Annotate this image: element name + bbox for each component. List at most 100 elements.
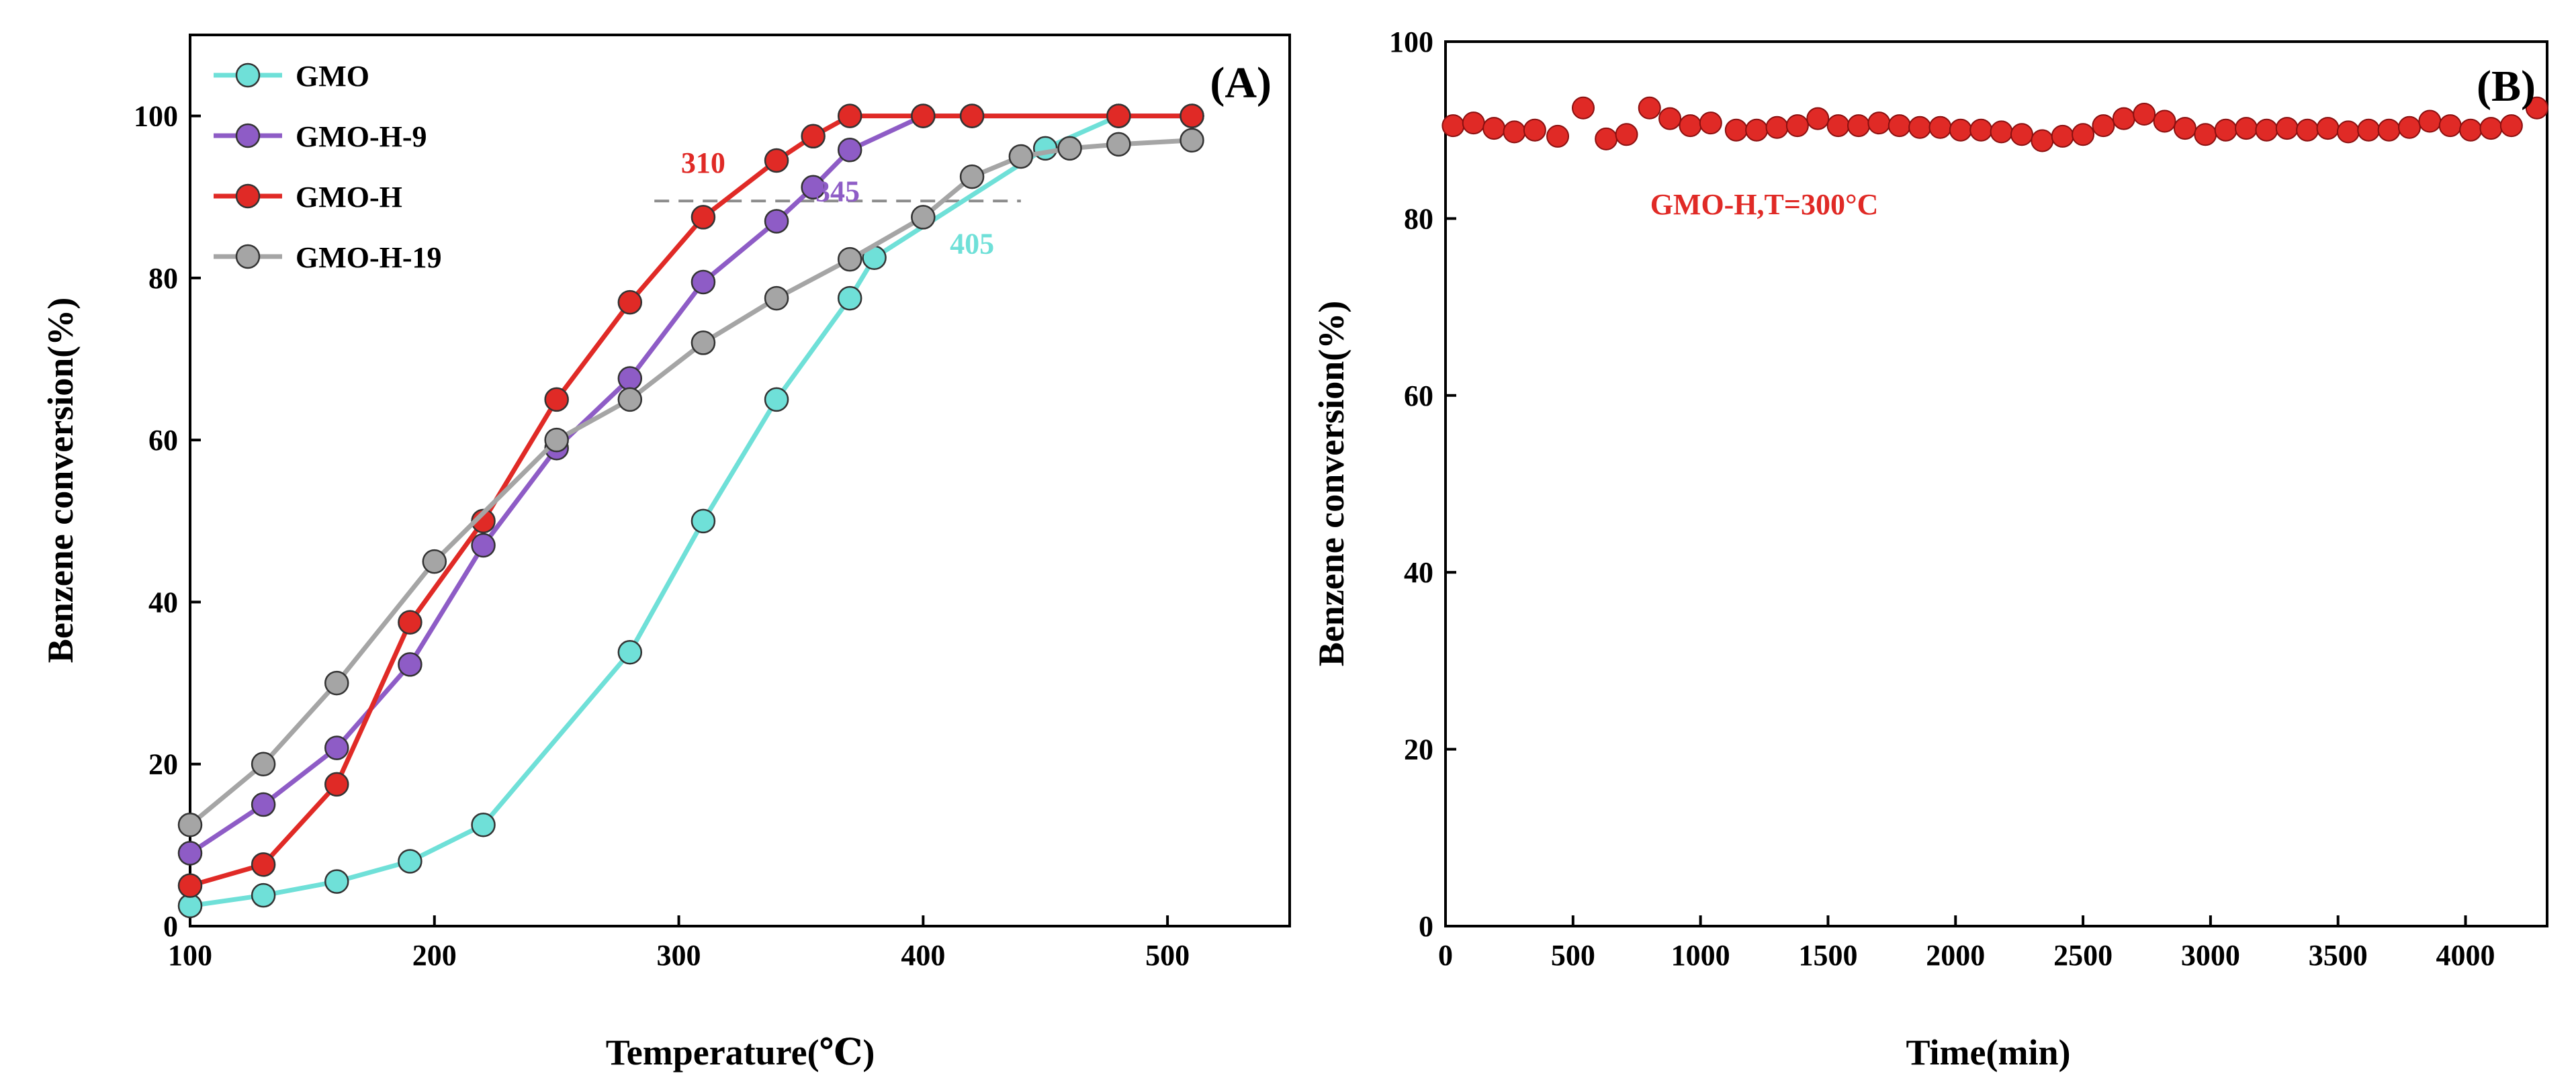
data-point-gmo-h-300c — [1462, 111, 1485, 135]
data-point-gmo-h-300c — [2296, 118, 2319, 142]
panel-a-x-tick-label: 500 — [1145, 939, 1190, 972]
panel-b-x-tick-label: 2500 — [2053, 939, 2113, 972]
data-point-gmo-h-300c — [1887, 114, 1911, 138]
data-point-gmo-h-19 — [251, 752, 276, 776]
legend-label: GMO — [296, 60, 369, 93]
data-point-gmo-h-300c — [1441, 114, 1465, 138]
data-point-gmo-h — [911, 103, 936, 128]
legend-label: GMO-H-9 — [296, 120, 427, 153]
panel-b-x-tick-label: 2000 — [1926, 939, 1985, 972]
data-point-gmo — [617, 639, 643, 665]
legend-label: GMO-H — [296, 181, 402, 214]
data-point-gmo — [324, 869, 349, 894]
data-point-gmo-h — [1180, 103, 1204, 128]
data-point-gmo-h-300c — [1679, 114, 1702, 138]
data-point-gmo-h-300c — [2133, 102, 2156, 126]
panel-b-y-tick-label: 60 — [1404, 379, 1433, 412]
panel-a-x-tick-label: 100 — [168, 939, 212, 972]
data-point-gmo-h — [837, 103, 862, 128]
data-point-gmo-h-300c — [2275, 117, 2299, 140]
data-point-gmo-h-19 — [1057, 136, 1082, 161]
data-point-gmo-h — [691, 205, 716, 230]
panel-b-x-tick-label: 500 — [1551, 939, 1595, 972]
data-point-gmo-h-300c — [2336, 120, 2360, 144]
data-point-gmo-h-9 — [398, 652, 423, 677]
data-point-gmo — [691, 508, 716, 534]
panel-a-x-tick-label: 200 — [412, 939, 457, 972]
panel-b-x-tick-label: 1500 — [1798, 939, 1857, 972]
data-point-gmo-h-300c — [1765, 116, 1789, 139]
data-point-gmo-h-9 — [837, 138, 862, 163]
legend-swatch-marker — [235, 183, 261, 209]
annotation-label: GMO-H,T=300°C — [1650, 188, 1879, 221]
data-point-gmo-h-300c — [2479, 117, 2503, 140]
panel-b-series — [1441, 96, 2548, 152]
data-point-gmo-h — [1106, 103, 1131, 128]
data-point-gmo-h — [177, 873, 203, 898]
panel-b-chart: 0 500 1000 1500 2000 2500 3000 3500 4000 0 20 40 60 8… — [1311, 26, 2548, 1073]
data-point-gmo-h-300c — [1523, 118, 1546, 142]
data-point-gmo-h-9 — [471, 533, 496, 558]
data-point-gmo — [398, 849, 423, 874]
data-point-gmo-h — [544, 387, 569, 412]
panel-a-plot-frame — [189, 34, 1291, 927]
data-point-gmo-h — [251, 852, 276, 877]
data-point-gmo-h — [617, 289, 643, 315]
data-point-gmo-h — [324, 772, 349, 797]
data-point-gmo-h-300c — [2031, 129, 2054, 152]
data-point-gmo-h-300c — [2438, 114, 2462, 138]
data-point-gmo-h-300c — [1699, 111, 1722, 135]
panel-a-x-tick-label: 300 — [657, 939, 701, 972]
legend-swatch-marker — [235, 62, 261, 88]
legend-item-gmo-h-9: GMO-H-9 — [214, 120, 427, 153]
data-point-gmo-h-300c — [1928, 116, 1952, 139]
data-point-gmo-h-300c — [2173, 117, 2196, 140]
panel-b-x-tick-label: 3000 — [2181, 939, 2240, 972]
panel-b-y-tick-label: 20 — [1404, 733, 1433, 766]
data-point-gmo-h-300c — [1745, 118, 1769, 142]
data-point-gmo-h-19 — [617, 387, 643, 412]
data-point-gmo-h-300c — [1658, 107, 1682, 130]
data-point-gmo-h-300c — [1724, 118, 1748, 142]
data-point-gmo-h-9 — [801, 175, 826, 200]
data-point-gmo-h-19 — [1106, 132, 1131, 157]
data-point-gmo-h-300c — [1826, 114, 1850, 138]
annotation-label: 345 — [815, 175, 860, 208]
legend-item-gmo: GMO — [214, 60, 369, 93]
data-point-gmo-h-300c — [2255, 118, 2278, 142]
data-point-gmo-h-300c — [1615, 123, 1638, 146]
data-point-gmo-h — [764, 148, 789, 173]
data-point-gmo-h-300c — [2235, 117, 2258, 140]
panel-a-x-axis-title: Temperature(℃) — [606, 1032, 875, 1073]
data-point-gmo-h-300c — [1503, 120, 1526, 144]
panel-b-plot-frame — [1444, 40, 2548, 927]
data-point-gmo-h-19 — [422, 549, 447, 574]
panel-b-annotations: GMO-H,T=300°C — [1650, 188, 1879, 221]
data-point-gmo — [177, 893, 203, 919]
panel-a-y-tick-label: 100 — [134, 100, 178, 133]
data-point-gmo-h-300c — [2072, 123, 2095, 146]
panel-a-y-tick-label: 0 — [163, 910, 178, 943]
data-point-gmo-h-300c — [1908, 116, 1932, 139]
series-gmo-h — [177, 103, 1204, 898]
data-point-gmo-h-300c — [2214, 118, 2237, 142]
data-point-gmo-h-300c — [1867, 111, 1891, 135]
panel-b-y-tick-label: 100 — [1389, 26, 1433, 58]
data-point-gmo-h-300c — [2357, 118, 2381, 142]
data-point-gmo-h-300c — [2316, 117, 2340, 140]
data-point-gmo-h-300c — [2418, 109, 2442, 133]
data-point-gmo-h-19 — [764, 285, 789, 311]
panel-b-x-tick-label: 0 — [1438, 939, 1453, 972]
series-gmo-h-9 — [177, 103, 1204, 866]
legend-label: GMO-H-19 — [296, 241, 442, 274]
data-point-gmo-h-300c — [2398, 116, 2421, 139]
data-point-gmo-h-300c — [1482, 117, 1506, 140]
data-point-gmo-h-300c — [1785, 114, 1809, 138]
annotation-label: 310 — [681, 146, 725, 179]
data-point-gmo-h — [959, 103, 985, 128]
data-point-gmo-h-9 — [251, 792, 276, 817]
data-point-gmo-h-19 — [837, 246, 862, 272]
data-point-gmo-h-300c — [2499, 114, 2523, 138]
panel-b-x-axis-title: Time(min) — [1906, 1032, 2071, 1073]
